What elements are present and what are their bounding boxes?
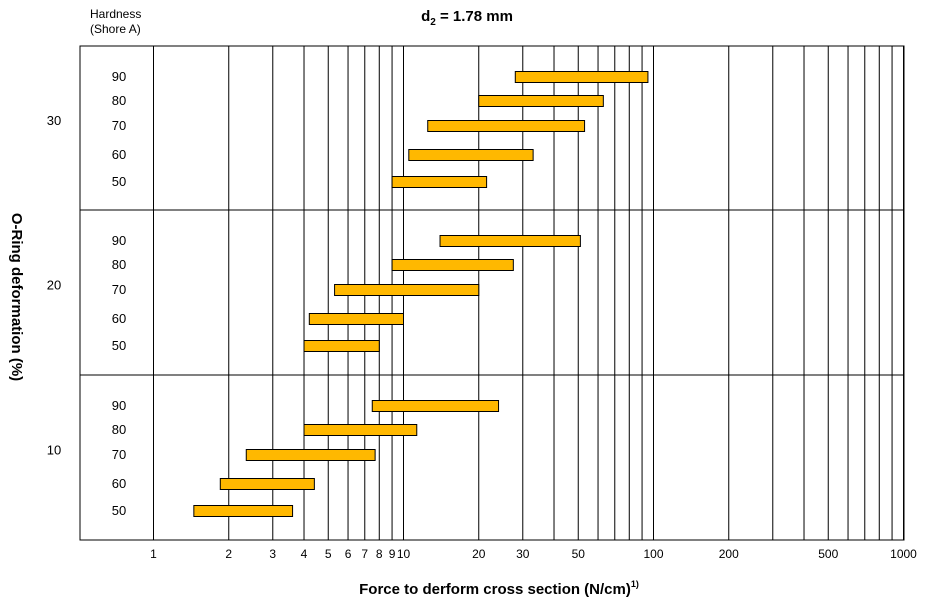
hardness-tick-label: 90 bbox=[112, 398, 126, 413]
hardness-tick-label: 60 bbox=[112, 147, 126, 162]
range-bar-30-90 bbox=[514, 71, 649, 83]
range-bar-20-80 bbox=[391, 259, 514, 271]
range-bar-30-80 bbox=[478, 95, 604, 107]
x-axis-label: Force to derform cross section (N/cm)1) bbox=[359, 579, 639, 598]
x-tick-label: 100 bbox=[643, 547, 663, 561]
x-tick-label: 30 bbox=[516, 547, 530, 561]
hardness-tick-label: 80 bbox=[112, 257, 126, 272]
chart-title: d2 = 1.78 mm bbox=[421, 8, 513, 28]
range-bar-30-50 bbox=[391, 176, 488, 188]
deformation-label-20: 20 bbox=[47, 278, 61, 293]
range-bar-10-70 bbox=[245, 449, 376, 461]
range-bar-20-90 bbox=[439, 235, 581, 247]
x-tick-label: 3 bbox=[269, 547, 276, 561]
hardness-tick-label: 90 bbox=[112, 69, 126, 84]
x-tick-label: 1 bbox=[150, 547, 157, 561]
hardness-label-line2: (Shore A) bbox=[90, 22, 141, 36]
x-tick-label: 5 bbox=[325, 547, 332, 561]
deformation-label-30: 30 bbox=[47, 113, 61, 128]
y-axis-label: O-Ring deformation (%) bbox=[8, 213, 25, 381]
x-tick-label: 8 bbox=[376, 547, 383, 561]
x-tick-label: 9 bbox=[389, 547, 396, 561]
range-bar-20-50 bbox=[303, 340, 380, 352]
hardness-tick-label: 70 bbox=[112, 118, 126, 133]
hardness-tick-label: 90 bbox=[112, 233, 126, 248]
hardness-tick-label: 50 bbox=[112, 174, 126, 189]
hardness-tick-label: 50 bbox=[112, 503, 126, 518]
range-bar-10-50 bbox=[193, 505, 294, 517]
range-bar-10-80 bbox=[303, 424, 418, 436]
hardness-tick-label: 80 bbox=[112, 422, 126, 437]
hardness-tick-label: 70 bbox=[112, 282, 126, 297]
hardness-label-line1: Hardness bbox=[90, 7, 141, 21]
range-bar-20-60 bbox=[308, 313, 404, 325]
x-tick-label: 20 bbox=[472, 547, 486, 561]
range-bar-30-70 bbox=[427, 120, 586, 132]
x-tick-label: 200 bbox=[719, 547, 739, 561]
deformation-label-10: 10 bbox=[47, 443, 61, 458]
hardness-tick-label: 80 bbox=[112, 93, 126, 108]
x-tick-label: 2 bbox=[225, 547, 232, 561]
hardness-tick-label: 60 bbox=[112, 476, 126, 491]
x-tick-label: 10 bbox=[397, 547, 411, 561]
range-bar-20-70 bbox=[334, 284, 480, 296]
range-bar-10-60 bbox=[219, 478, 315, 490]
x-tick-label: 7 bbox=[361, 547, 368, 561]
x-tick-label: 4 bbox=[301, 547, 308, 561]
hardness-tick-label: 50 bbox=[112, 338, 126, 353]
x-tick-label: 6 bbox=[345, 547, 352, 561]
hardness-tick-label: 60 bbox=[112, 311, 126, 326]
range-bar-10-90 bbox=[371, 400, 500, 412]
range-bar-30-60 bbox=[408, 149, 534, 161]
x-tick-label: 1000 bbox=[890, 547, 917, 561]
x-tick-label: 500 bbox=[818, 547, 838, 561]
x-tick-label: 50 bbox=[572, 547, 586, 561]
hardness-tick-label: 70 bbox=[112, 447, 126, 462]
